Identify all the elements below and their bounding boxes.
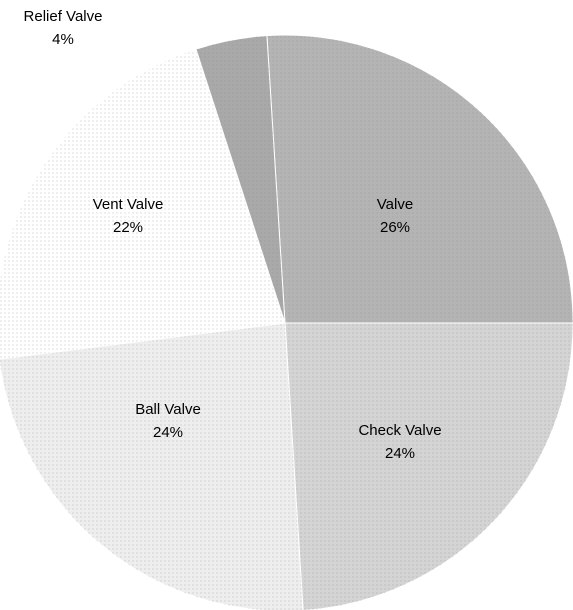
slice-texture — [196, 35, 285, 324]
slice-value-label: 24% — [153, 424, 183, 441]
slice-value-label: 22% — [113, 219, 143, 236]
slice-label: Ball Valve — [135, 401, 201, 418]
slice-texture — [266, 35, 573, 323]
slice-value-label: 4% — [52, 31, 74, 48]
slice-texture — [0, 49, 285, 360]
slice-value-label: 24% — [385, 445, 415, 462]
slice-texture — [285, 323, 573, 610]
slice-label: Check Valve — [358, 422, 441, 439]
slice-value-label: 26% — [380, 219, 410, 236]
slice-texture — [0, 323, 304, 610]
pie — [0, 34, 573, 610]
slice-label: Relief Valve — [24, 8, 103, 25]
slice-label: Vent Valve — [93, 196, 164, 213]
slice-label: Valve — [377, 196, 413, 213]
